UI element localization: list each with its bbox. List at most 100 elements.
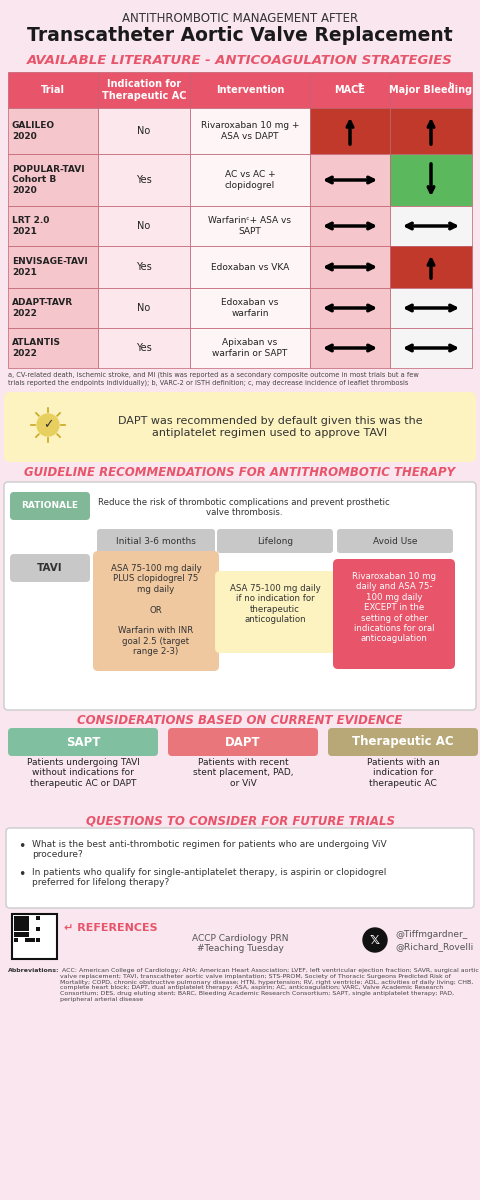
Text: GALILEO
2020: GALILEO 2020: [12, 121, 55, 140]
Text: ENVISAGE-TAVI
2021: ENVISAGE-TAVI 2021: [12, 257, 88, 277]
Text: ACC: American College of Cardiology; AHA: American Heart Association; LVEF, left: ACC: American College of Cardiology; AHA…: [60, 968, 479, 1002]
Text: a, CV-related death, ischemic stroke, and MI (this was reported as a secondary c: a, CV-related death, ischemic stroke, an…: [8, 372, 419, 386]
FancyBboxPatch shape: [390, 72, 472, 108]
Text: Patients undergoing TAVI
without indications for
therapeutic AC or DAPT: Patients undergoing TAVI without indicat…: [26, 758, 139, 787]
FancyBboxPatch shape: [390, 288, 472, 328]
FancyBboxPatch shape: [97, 529, 215, 553]
FancyBboxPatch shape: [14, 916, 29, 931]
FancyBboxPatch shape: [98, 108, 190, 154]
FancyBboxPatch shape: [25, 926, 29, 931]
Circle shape: [30, 409, 66, 445]
FancyBboxPatch shape: [98, 246, 190, 288]
Text: Avoid Use: Avoid Use: [373, 536, 417, 546]
FancyBboxPatch shape: [10, 554, 90, 582]
FancyBboxPatch shape: [390, 154, 472, 206]
Text: ANTITHROMBOTIC MANAGEMENT AFTER: ANTITHROMBOTIC MANAGEMENT AFTER: [122, 12, 358, 25]
FancyBboxPatch shape: [10, 492, 90, 520]
Text: In patients who qualify for single-antiplatelet therapy, is aspirin or clopidogr: In patients who qualify for single-antip…: [32, 868, 386, 888]
Text: DAPT was recommended by default given this was the
antiplatelet regimen used to : DAPT was recommended by default given th…: [118, 416, 422, 438]
Text: AC vs AC +
clopidogrel: AC vs AC + clopidogrel: [225, 170, 276, 190]
FancyBboxPatch shape: [310, 246, 390, 288]
Text: CONSIDERATIONS BASED ON CURRENT EVIDENCE: CONSIDERATIONS BASED ON CURRENT EVIDENCE: [77, 714, 403, 727]
Text: TAVI: TAVI: [37, 563, 63, 572]
FancyBboxPatch shape: [4, 392, 476, 462]
FancyBboxPatch shape: [328, 728, 478, 756]
Text: Rivaroxaban 10 mg
daily and ASA 75-
100 mg daily
EXCEPT in the
setting of other
: Rivaroxaban 10 mg daily and ASA 75- 100 …: [352, 572, 436, 643]
FancyBboxPatch shape: [190, 246, 310, 288]
FancyBboxPatch shape: [310, 328, 390, 368]
FancyBboxPatch shape: [190, 154, 310, 206]
FancyBboxPatch shape: [8, 288, 98, 328]
FancyBboxPatch shape: [310, 154, 390, 206]
Text: Yes: Yes: [136, 175, 152, 185]
Circle shape: [37, 414, 59, 436]
Text: Therapeutic AC: Therapeutic AC: [352, 736, 454, 749]
FancyBboxPatch shape: [36, 926, 40, 931]
Text: Lifelong: Lifelong: [257, 536, 293, 546]
Text: a: a: [358, 82, 362, 88]
FancyBboxPatch shape: [190, 108, 310, 154]
Text: Reduce the risk of thrombotic complications and prevent prosthetic
valve thrombo: Reduce the risk of thrombotic complicati…: [98, 498, 390, 517]
FancyBboxPatch shape: [190, 328, 310, 368]
FancyBboxPatch shape: [98, 206, 190, 246]
FancyBboxPatch shape: [36, 916, 40, 920]
Text: DAPT: DAPT: [225, 736, 261, 749]
Text: No: No: [137, 302, 151, 313]
FancyBboxPatch shape: [390, 108, 472, 154]
Text: Edoxaban vs VKA: Edoxaban vs VKA: [211, 263, 289, 271]
Text: No: No: [137, 221, 151, 230]
Text: Rivaroxaban 10 mg +
ASA vs DAPT: Rivaroxaban 10 mg + ASA vs DAPT: [201, 121, 299, 140]
Text: b: b: [448, 82, 454, 88]
Text: What is the best anti-thrombotic regimen for patients who are undergoing ViV
pro: What is the best anti-thrombotic regimen…: [32, 840, 386, 859]
FancyBboxPatch shape: [310, 108, 390, 154]
FancyBboxPatch shape: [8, 206, 98, 246]
Text: Edoxaban vs
warfarin: Edoxaban vs warfarin: [221, 299, 279, 318]
Text: Patients with an
indication for
therapeutic AC: Patients with an indication for therapeu…: [367, 758, 439, 787]
Text: ATLANTIS
2022: ATLANTIS 2022: [12, 338, 61, 358]
FancyBboxPatch shape: [390, 206, 472, 246]
FancyBboxPatch shape: [98, 154, 190, 206]
FancyBboxPatch shape: [8, 246, 98, 288]
Text: No: No: [137, 126, 151, 136]
Text: Apixaban vs
warfarin or SAPT: Apixaban vs warfarin or SAPT: [212, 338, 288, 358]
Text: LRT 2.0
2021: LRT 2.0 2021: [12, 216, 49, 235]
Text: Yes: Yes: [136, 343, 152, 353]
FancyBboxPatch shape: [190, 288, 310, 328]
Text: Indication for
Therapeutic AC: Indication for Therapeutic AC: [102, 79, 186, 101]
Text: AVAILABLE LITERATURE - ANTICOAGULATION STRATEGIES: AVAILABLE LITERATURE - ANTICOAGULATION S…: [27, 54, 453, 67]
Circle shape: [363, 928, 387, 952]
FancyBboxPatch shape: [98, 288, 190, 328]
Text: Major Bleeding: Major Bleeding: [389, 85, 473, 95]
Text: ASA 75-100 mg daily
PLUS clopidogrel 75
mg daily

OR

Warfarin with INR
goal 2.5: ASA 75-100 mg daily PLUS clopidogrel 75 …: [110, 564, 202, 656]
FancyBboxPatch shape: [215, 571, 335, 653]
Text: Patients with recent
stent placement, PAD,
or ViV: Patients with recent stent placement, PA…: [193, 758, 293, 787]
FancyBboxPatch shape: [14, 932, 29, 937]
Text: QUESTIONS TO CONSIDER FOR FUTURE TRIALS: QUESTIONS TO CONSIDER FOR FUTURE TRIALS: [85, 814, 395, 827]
FancyBboxPatch shape: [310, 72, 390, 108]
Text: Initial 3-6 months: Initial 3-6 months: [116, 536, 196, 546]
FancyBboxPatch shape: [8, 328, 98, 368]
FancyBboxPatch shape: [8, 72, 98, 108]
FancyBboxPatch shape: [190, 72, 310, 108]
Text: ↵ REFERENCES: ↵ REFERENCES: [64, 923, 157, 934]
FancyBboxPatch shape: [310, 288, 390, 328]
FancyBboxPatch shape: [98, 328, 190, 368]
Text: Trial: Trial: [41, 85, 65, 95]
FancyBboxPatch shape: [168, 728, 318, 756]
FancyBboxPatch shape: [36, 938, 40, 942]
Text: Intervention: Intervention: [216, 85, 284, 95]
Text: MACE: MACE: [335, 85, 365, 95]
Text: ADAPT-TAVR
2022: ADAPT-TAVR 2022: [12, 299, 73, 318]
FancyBboxPatch shape: [98, 72, 190, 108]
Text: 𝕏: 𝕏: [370, 934, 380, 947]
Text: ACCP Cardiology PRN
#Teaching Tuesday: ACCP Cardiology PRN #Teaching Tuesday: [192, 934, 288, 953]
FancyBboxPatch shape: [8, 154, 98, 206]
Text: ASA 75-100 mg daily
if no indication for
therapeutic
anticogulation: ASA 75-100 mg daily if no indication for…: [229, 584, 320, 624]
Text: Yes: Yes: [136, 262, 152, 272]
Text: Abbreviations:: Abbreviations:: [8, 968, 60, 973]
FancyBboxPatch shape: [390, 246, 472, 288]
Text: ✓: ✓: [43, 419, 53, 432]
FancyBboxPatch shape: [25, 932, 29, 937]
FancyBboxPatch shape: [337, 529, 453, 553]
Text: SAPT: SAPT: [66, 736, 100, 749]
